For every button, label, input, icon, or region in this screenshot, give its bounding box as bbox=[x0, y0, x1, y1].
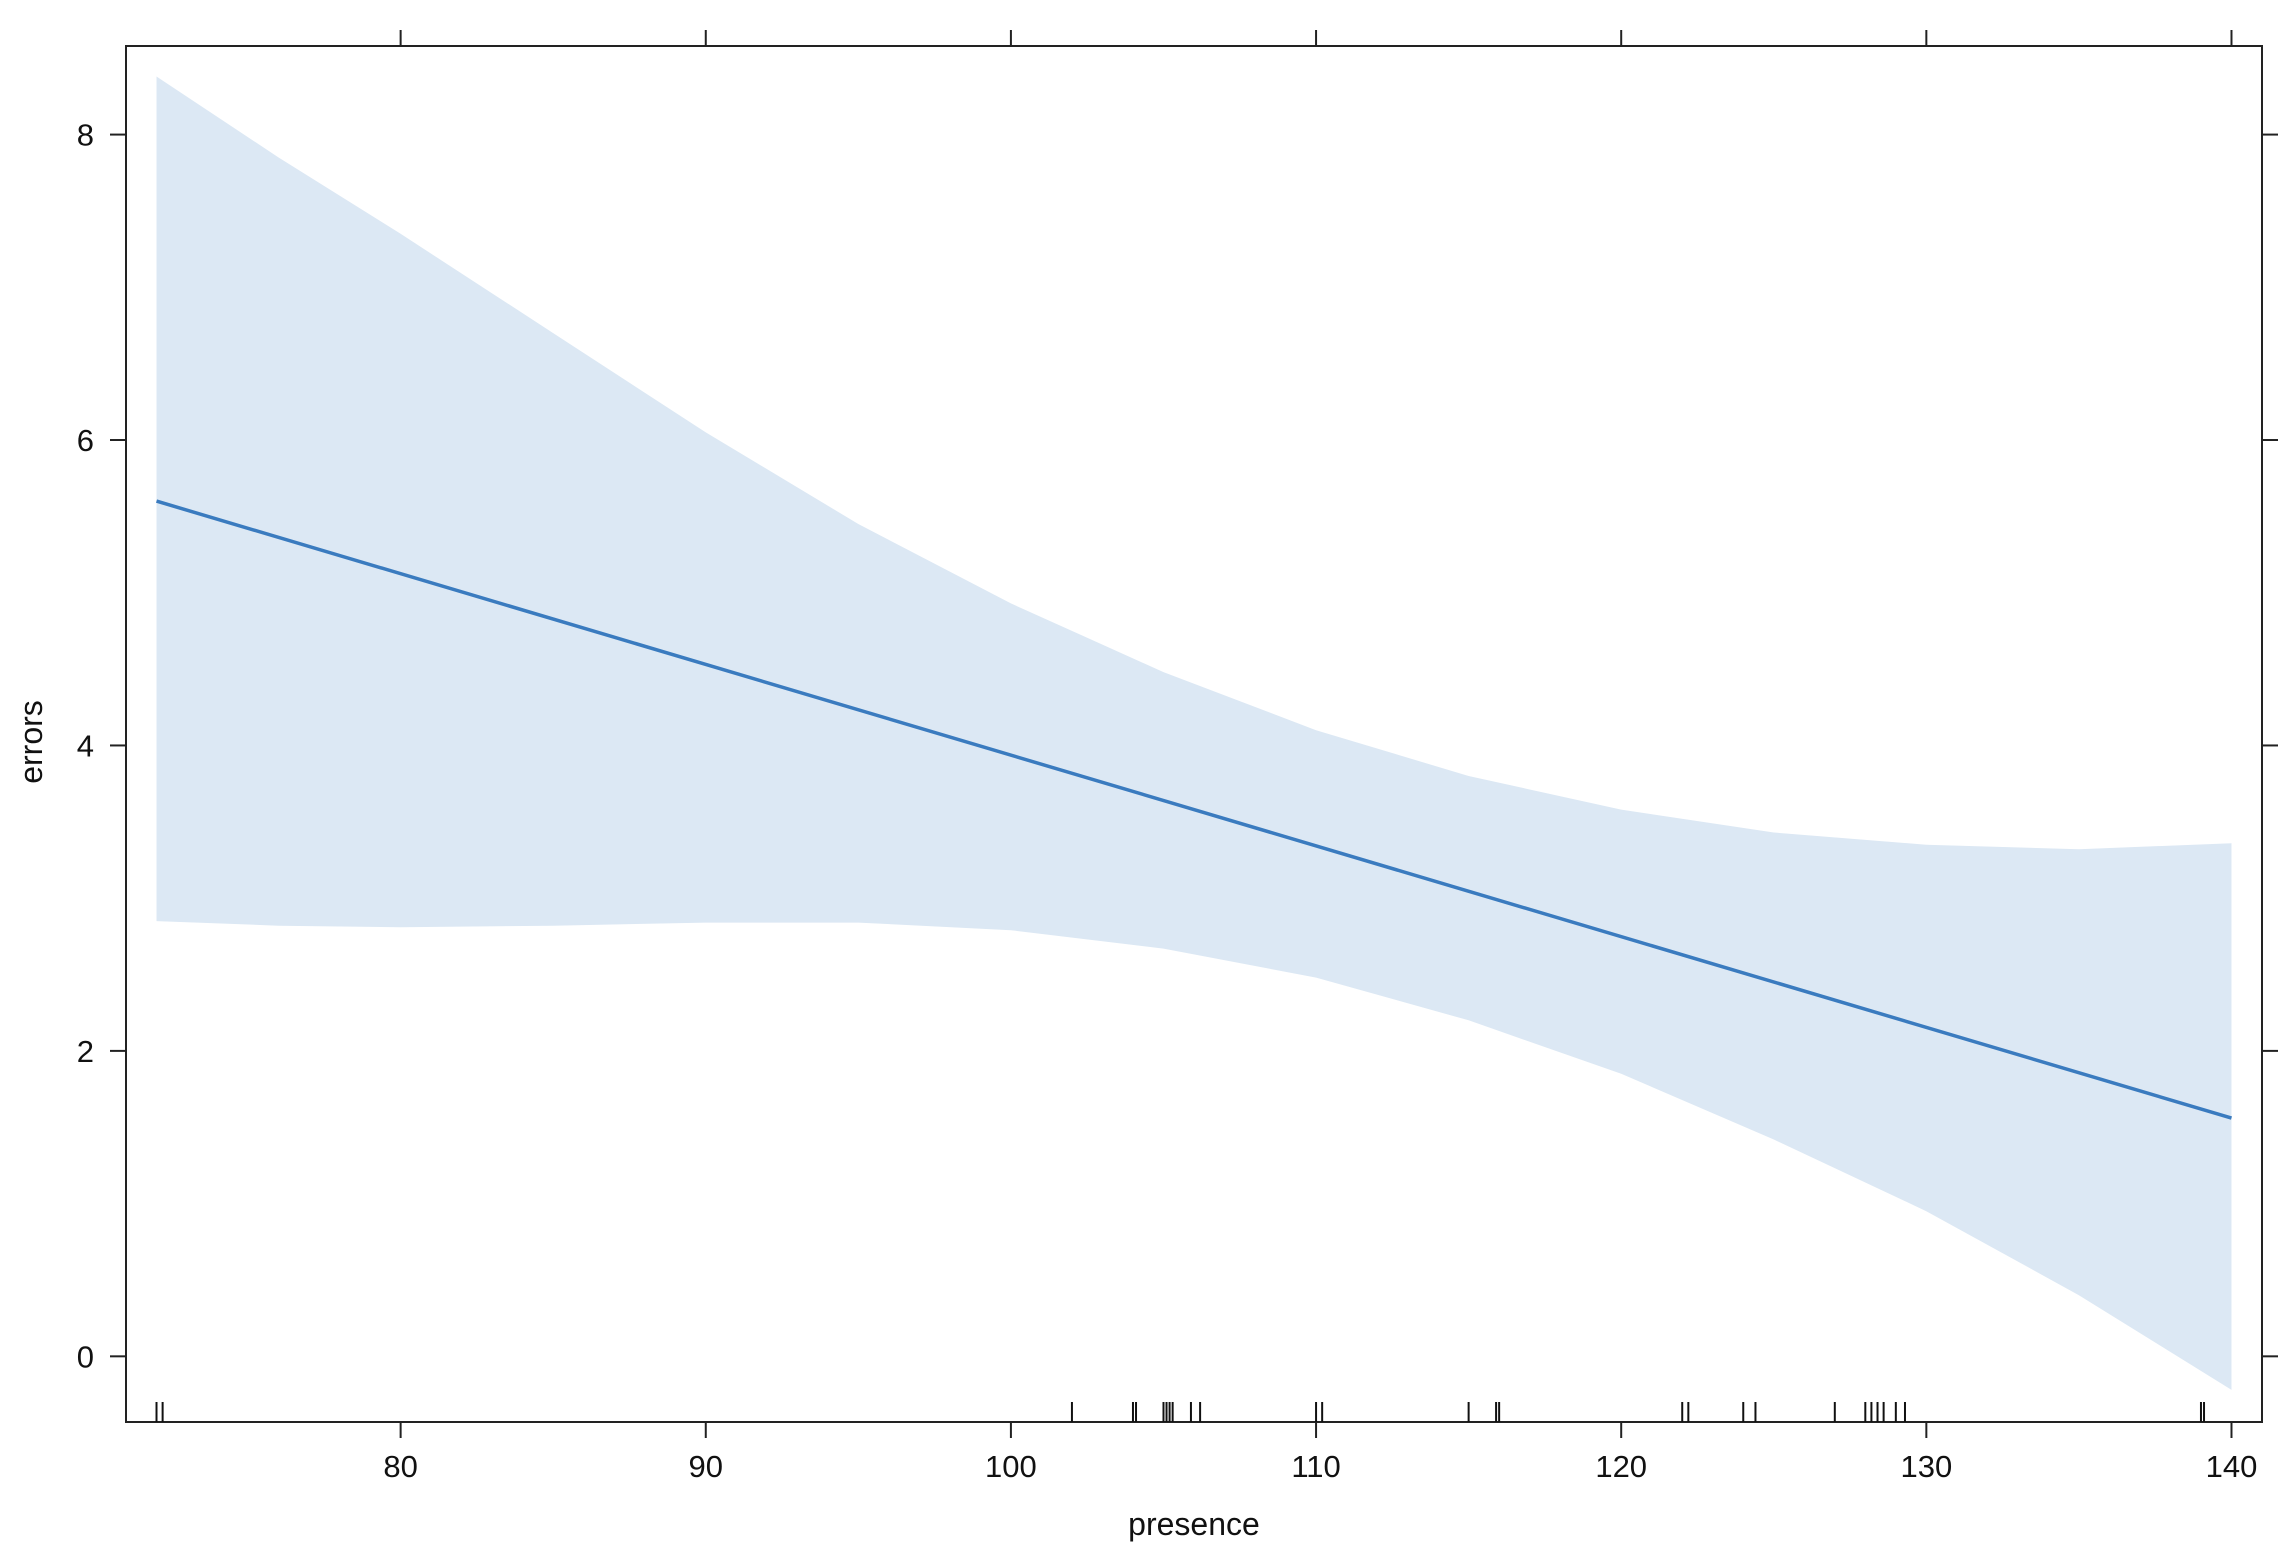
x-tick-label: 120 bbox=[1595, 1449, 1647, 1484]
plot-frame bbox=[125, 45, 2263, 1423]
y-tick-label: 0 bbox=[77, 1339, 94, 1374]
y-tick-label: 4 bbox=[77, 728, 94, 763]
x-tick-label: 100 bbox=[985, 1449, 1037, 1484]
y-axis: 0 2 4 6 8 bbox=[77, 118, 2278, 1374]
x-axis-title: presence bbox=[1128, 1506, 1260, 1542]
x-tick-label: 90 bbox=[689, 1449, 723, 1484]
y-tick-label: 2 bbox=[77, 1034, 94, 1069]
confidence-band bbox=[156, 76, 2232, 1390]
x-tick-label: 110 bbox=[1291, 1449, 1340, 1484]
y-axis-title: errors bbox=[13, 700, 49, 784]
x-tick-label: 130 bbox=[1900, 1449, 1952, 1484]
confidence-band-layer bbox=[156, 76, 2232, 1390]
rug-layer bbox=[155, 1402, 2206, 1422]
fit-line-0 bbox=[156, 499, 2232, 1120]
fit-line-layer bbox=[156, 499, 2232, 1120]
y-tick-label: 6 bbox=[77, 423, 94, 458]
x-axis: 80 90 100 110 120 130 140 bbox=[383, 30, 2257, 1484]
x-tick-label: 80 bbox=[383, 1449, 417, 1484]
y-tick-label: 8 bbox=[77, 118, 94, 153]
x-tick-label: 140 bbox=[2206, 1449, 2258, 1484]
